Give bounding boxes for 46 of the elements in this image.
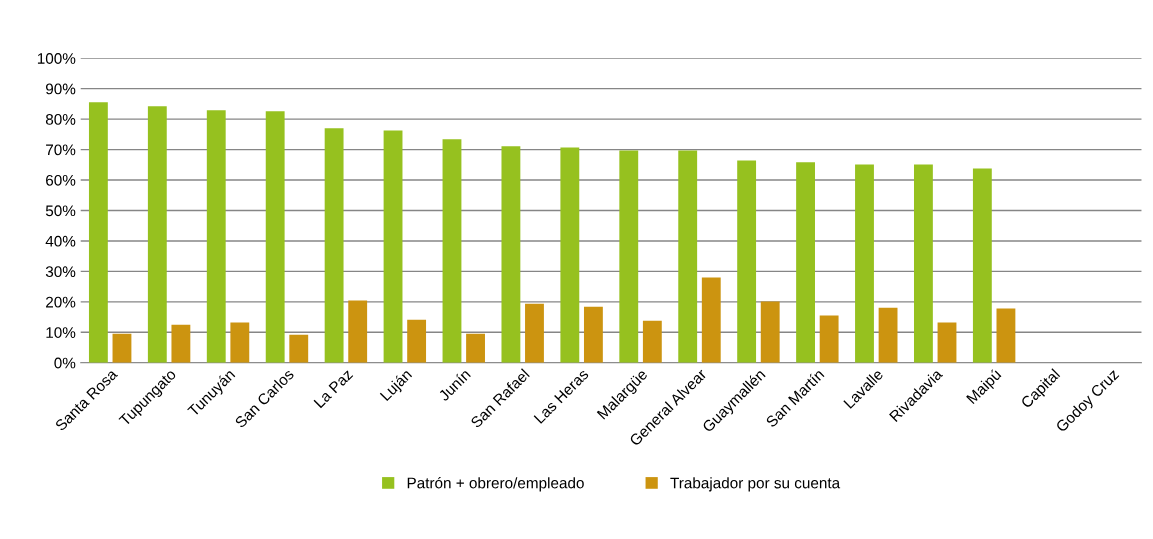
y-tick-label: 0% bbox=[54, 357, 76, 369]
bar bbox=[760, 301, 780, 363]
legend-label: Trabajador por su cuenta bbox=[670, 477, 841, 492]
bar bbox=[383, 130, 403, 363]
x-tick-label: La Paz bbox=[313, 368, 354, 409]
bar bbox=[265, 111, 285, 363]
bar bbox=[348, 300, 368, 363]
y-tick-label: 90% bbox=[45, 83, 76, 95]
legend-label: Patrón + obrero/empleado bbox=[407, 476, 584, 492]
bar bbox=[147, 106, 167, 363]
bar bbox=[819, 315, 839, 363]
bar bbox=[678, 150, 698, 363]
y-tick-label: 60% bbox=[46, 174, 76, 186]
y-tick-label: 70% bbox=[46, 144, 76, 156]
bar bbox=[619, 150, 639, 363]
bar bbox=[324, 128, 344, 363]
y-tick-label: 100% bbox=[37, 53, 76, 64]
bar bbox=[878, 307, 898, 363]
bar bbox=[289, 334, 309, 363]
bar bbox=[701, 277, 721, 363]
y-tick-label: 40% bbox=[45, 235, 76, 247]
y-tick-label: 50% bbox=[45, 205, 76, 217]
y-tick-label: 10% bbox=[46, 327, 76, 338]
bar bbox=[407, 319, 427, 363]
bar bbox=[996, 308, 1016, 363]
bar bbox=[171, 324, 191, 363]
bar bbox=[642, 320, 662, 363]
y-tick-label: 30% bbox=[45, 266, 76, 278]
bar bbox=[972, 168, 992, 363]
bar bbox=[466, 333, 485, 363]
bar bbox=[501, 146, 521, 363]
bar bbox=[206, 110, 226, 363]
bar bbox=[796, 162, 815, 363]
y-tick-label: 20% bbox=[46, 296, 76, 308]
bar bbox=[112, 333, 132, 363]
bar bbox=[525, 303, 544, 363]
bar bbox=[560, 147, 580, 363]
bar bbox=[442, 139, 462, 363]
bar bbox=[88, 102, 108, 363]
bar bbox=[937, 322, 957, 363]
bar bbox=[230, 322, 250, 363]
bar bbox=[583, 306, 603, 363]
bar bbox=[855, 164, 874, 363]
bar bbox=[914, 164, 933, 363]
bar bbox=[737, 160, 757, 363]
y-tick-label: 80% bbox=[45, 113, 76, 125]
